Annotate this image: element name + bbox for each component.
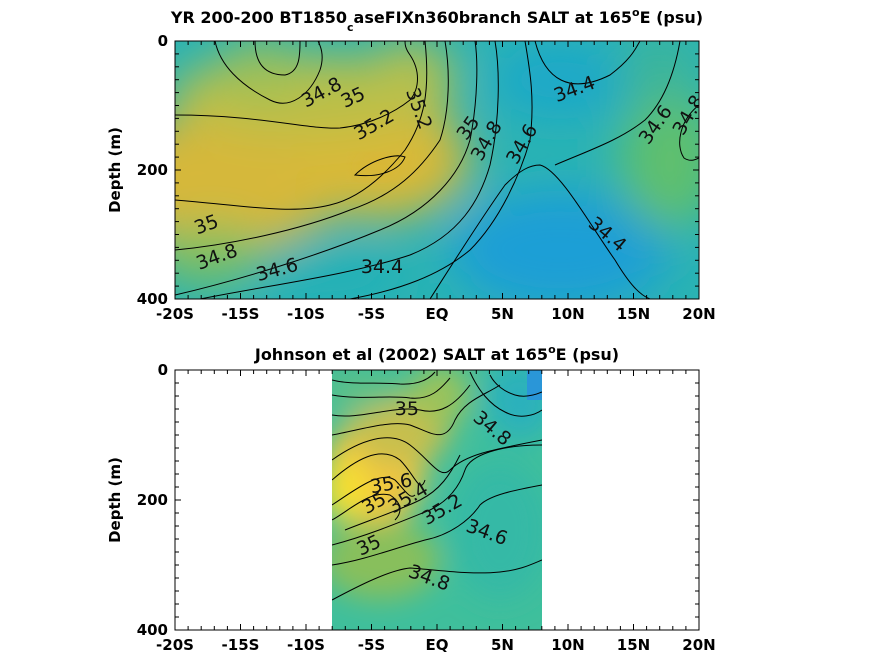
contour-line [332,476,416,506]
contour-line [175,41,449,251]
contour-line [214,41,323,104]
contour-line [554,41,681,166]
chart-a-contours [175,41,699,299]
x-tick-label: -15S [222,636,260,654]
x-tick-label: -20S [156,636,194,654]
y-tick-label: 200 [137,161,168,179]
contour-line [429,164,651,299]
chart-b-contours [332,371,542,601]
chart-b-ylabel: Depth (m) [106,457,124,543]
x-tick-label: -5S [358,305,385,323]
x-tick-label: 10N [551,636,584,654]
chart-a-ylabel: Depth (m) [106,127,124,213]
x-tick-label: EQ [426,305,449,323]
x-tick-label: -10S [287,305,325,323]
contour-line [344,454,461,531]
contour-line [332,444,542,546]
contour-line [332,559,542,601]
chart-a-title: YR 200-200 BT1850caseFIXn360branch SALT … [170,6,703,34]
contour-line [353,155,406,177]
contour-line [332,493,401,521]
x-tick-label: -10S [287,636,325,654]
contour-line [199,41,499,299]
x-tick-label: 20N [682,305,715,323]
x-tick-label: -20S [156,305,194,323]
x-tick-label: -5S [358,636,385,654]
x-tick-label: 5N [491,636,514,654]
chart-a-ticks [174,40,700,300]
chart-b-title: Johnson et al (2002) SALT at 165oE (psu) [254,343,619,364]
contour-line [254,41,301,76]
contour-line [534,41,641,85]
contour-line [489,374,542,397]
y-tick-label: 200 [137,491,168,509]
contour-line [332,384,501,436]
x-tick-label: EQ [426,636,449,654]
contour-line [469,371,542,417]
y-tick-label: 400 [137,290,168,308]
chart-b-ticks [174,369,700,631]
contour-label: 35 [395,398,419,420]
contour-line [349,41,533,299]
chart-a-y-axis: 0 200 400 [137,32,168,308]
contour-line [332,384,471,417]
y-tick-label: 400 [137,621,168,639]
x-tick-label: 20N [682,636,715,654]
x-tick-label: 15N [617,305,650,323]
contour-line [332,484,542,566]
contour-line [175,41,418,129]
contour-line [332,453,426,486]
contour-line [175,41,428,210]
y-tick-label: 0 [158,32,168,50]
contour-line [332,437,542,473]
chart-b: Johnson et al (2002) SALT at 165oE (psu) [106,343,716,654]
contour-line [175,41,478,296]
chart-b-y-axis: 0 200 400 [137,361,168,639]
contour-line [332,377,451,399]
chart-a-x-axis: -20S -15S -10S -5S EQ 5N 10N 15N 20N [156,305,716,323]
x-tick-label: 5N [491,305,514,323]
x-tick-label: -15S [222,305,260,323]
contour-line [332,371,436,385]
contour-label: 34.4 [361,256,403,278]
x-tick-label: 10N [551,305,584,323]
x-tick-label: 15N [617,636,650,654]
chart-a-heatmap [175,41,699,299]
chart-b-x-axis: -20S -15S -10S -5S EQ 5N 10N 15N 20N [156,636,716,654]
contour-line [679,104,699,161]
chart-a: YR 200-200 BT1850caseFIXn360branch SALT … [106,6,716,323]
y-tick-label: 0 [158,361,168,379]
